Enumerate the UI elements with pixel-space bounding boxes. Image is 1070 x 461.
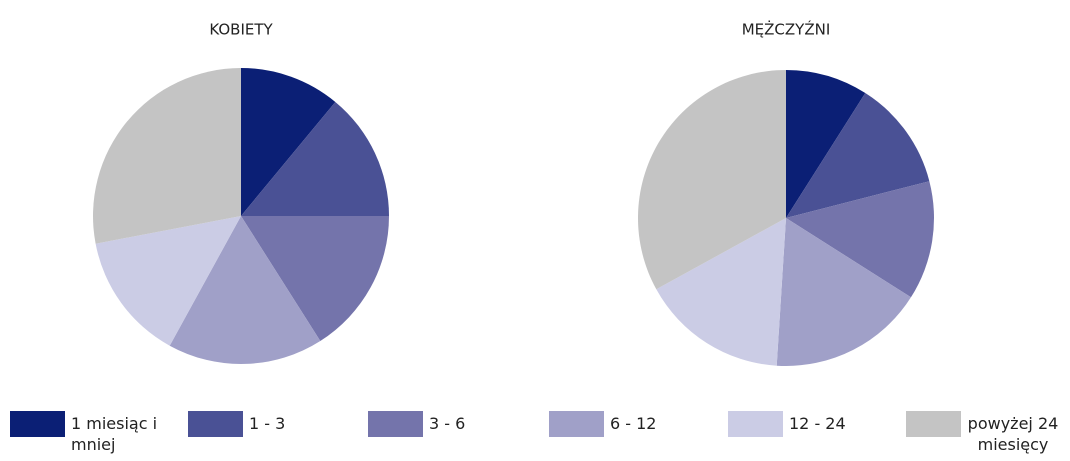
legend-swatch [188,411,243,437]
chart-title: MĘŻCZYŹNI [742,20,831,39]
legend-item: 12 - 24 [728,411,899,437]
pie-slice [786,93,930,218]
pie-slice [786,70,866,218]
legend-swatch [906,411,961,437]
legend-label: 12 - 24 [789,414,846,433]
legend-item: 6 - 12 [549,411,720,437]
legend-label: 3 - 6 [429,414,466,433]
legend-swatch [728,411,783,437]
pie-slice [93,68,241,244]
legend-item: powyżej 24 miesięcy [906,411,1063,455]
pie-slice [241,68,336,216]
legend-item: 1 - 3 [188,411,359,437]
pie-slice [656,218,786,366]
pie-slice [638,70,786,290]
pie-slice [241,101,389,216]
pie-slice [776,218,911,366]
pie-slice [786,181,935,298]
legend-label: 1 miesiąc i mniej [71,414,158,454]
pie-slice [241,216,389,341]
legend-label: 6 - 12 [610,414,657,433]
legend-label: 1 - 3 [249,414,286,433]
legend-item: 1 miesiąc i mniej [10,411,181,455]
pie-slice [169,216,321,364]
legend-swatch [368,411,423,437]
pie-slice [95,216,241,346]
legend-swatch [10,411,65,437]
legend-item: 3 - 6 [368,411,539,437]
legend-label: powyżej 24 miesięcy [967,414,1059,454]
legend-swatch [549,411,604,437]
chart-title: KOBIETY [209,21,273,39]
